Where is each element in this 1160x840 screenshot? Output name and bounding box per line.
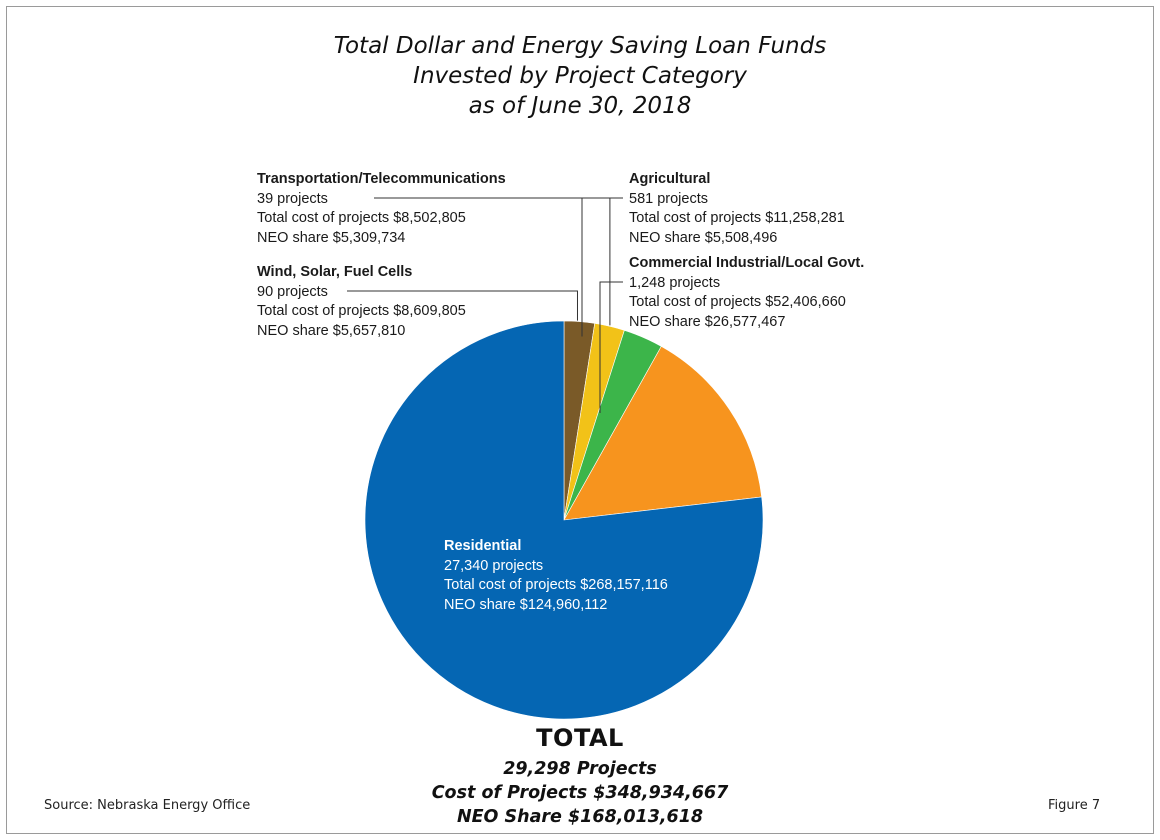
label-residential-cost: Total cost of projects $268,157,116 [444,577,668,593]
label-wind-solar-name: Wind, Solar, Fuel Cells [257,264,413,280]
total-cost: Cost of Projects $348,934,667 [431,783,729,803]
total-neo-share: NEO Share $168,013,618 [456,807,704,827]
total-projects: 29,298 Projects [503,759,657,779]
label-transportation-name: Transportation/Telecommunications [257,171,506,187]
chart-title-line-3: as of June 30, 2018 [468,93,692,119]
label-wind-solar: Wind, Solar, Fuel Cells 90 projects Tota… [257,263,466,341]
leader-line-wind-solar [347,290,578,321]
label-commercial: Commercial Industrial/Local Govt. 1,248 … [629,254,864,332]
label-agricultural-name: Agricultural [629,171,711,187]
label-residential: Residential 27,340 projects Total cost o… [444,537,668,615]
chart-title-line-2: Invested by Project Category [413,63,747,89]
figure-label: Figure 7 [1048,798,1101,813]
label-commercial-neo: NEO share $26,577,467 [629,313,786,330]
source-note: Source: Nebraska Energy Office [44,798,251,813]
label-agricultural: Agricultural 581 projects Total cost of … [629,170,845,248]
pie-slice-commercial-industrial-local-govt [563,345,762,521]
label-commercial-name: Commercial Industrial/Local Govt. [629,255,865,271]
label-wind-solar-cost: Total cost of projects $8,609,805 [257,303,466,319]
label-residential-name: Residential [444,538,522,554]
chart-title-line-1: Total Dollar and Energy Saving Loan Fund… [333,33,827,59]
label-agricultural-neo: NEO share $5,508,496 [629,229,778,246]
leader-line-commercial [599,281,623,414]
label-agricultural-projects: 581 projects [629,190,708,207]
label-transportation-projects: 39 projects [257,190,328,207]
label-residential-projects: 27,340 projects [444,557,544,574]
label-residential-neo: NEO share $124,960,112 [444,596,608,613]
pie-slice-residential [364,320,764,720]
label-commercial-projects: 1,248 projects [629,274,721,291]
label-agricultural-cost: Total cost of projects $11,258,281 [629,210,845,226]
label-commercial-cost: Total cost of projects $52,406,660 [629,294,846,310]
label-wind-solar-projects: 90 projects [257,283,328,300]
label-transportation-neo: NEO share $5,309,734 [257,229,406,246]
leader-line-agricultural [581,197,623,337]
label-transportation-cost: Total cost of projects $8,502,805 [257,210,466,226]
label-wind-solar-neo: NEO share $5,657,810 [257,322,406,339]
total-heading: TOTAL [536,724,624,752]
label-transportation: Transportation/Telecommunications 39 pro… [257,170,506,248]
